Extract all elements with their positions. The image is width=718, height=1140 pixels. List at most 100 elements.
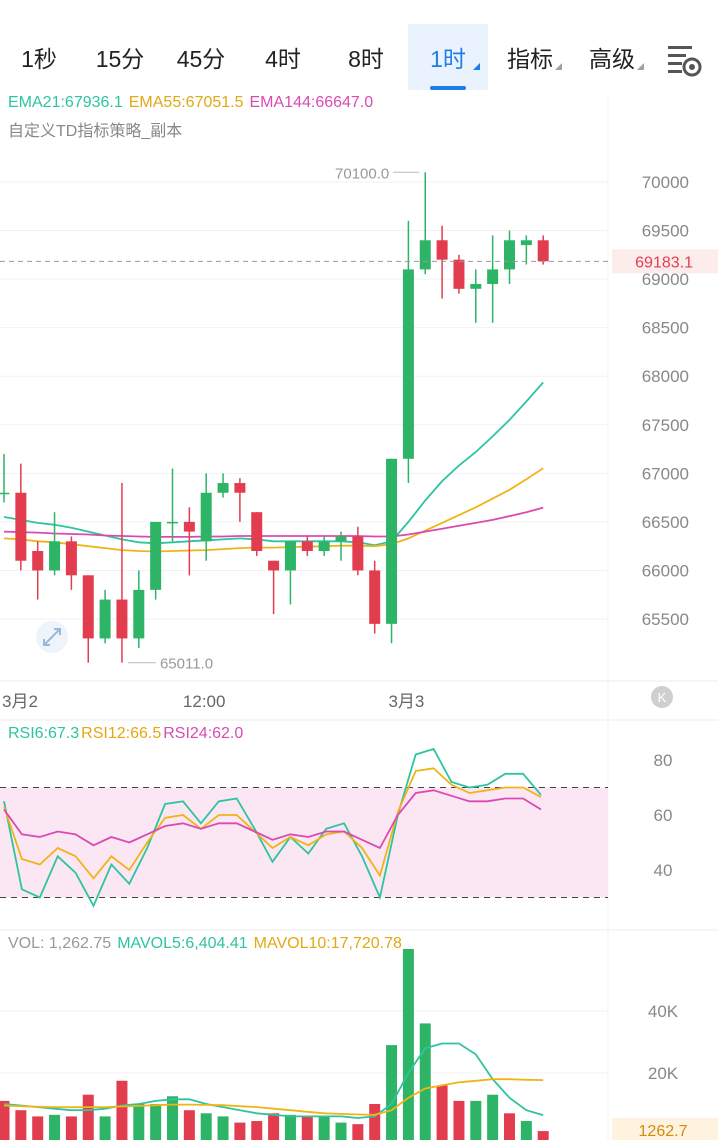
time-axis-label: 3月2 <box>2 692 38 711</box>
candle-body <box>318 541 330 552</box>
tab-2[interactable]: 45分 <box>160 24 242 90</box>
candle <box>402 220 414 484</box>
volume-bar <box>167 1096 178 1140</box>
candle-body <box>352 536 364 571</box>
volume-tick-label: 20K <box>648 1064 679 1083</box>
tab-6[interactable]: 指标 <box>490 24 570 90</box>
candle <box>335 531 347 561</box>
price-tick-label: 66000 <box>642 561 689 580</box>
volume-bar <box>133 1104 145 1140</box>
candle-body <box>470 283 482 289</box>
candle <box>487 235 499 323</box>
candle <box>352 526 364 576</box>
tab-7[interactable]: 高级 <box>572 24 652 90</box>
volume-bar <box>234 1122 246 1140</box>
candle <box>167 468 178 542</box>
candle <box>0 453 10 503</box>
volume-bar <box>284 1114 296 1140</box>
candle-body <box>402 269 414 459</box>
candle-body <box>504 240 515 270</box>
candle <box>504 230 515 284</box>
ema55-legend: EMA55:67051.5 <box>128 94 244 111</box>
volume-bar <box>318 1116 330 1140</box>
ema144-line <box>3 506 544 538</box>
candle-body <box>251 512 263 552</box>
active-tab-indicator <box>430 86 466 90</box>
tab-label: 45分 <box>176 46 226 72</box>
volume-tick-label: 40K <box>648 1002 679 1021</box>
candle-body <box>116 599 128 639</box>
volume-bar <box>0 1100 10 1140</box>
volume-bar <box>453 1100 465 1140</box>
candle <box>436 225 448 299</box>
price-tick-label: 66500 <box>642 513 689 532</box>
tab-3[interactable]: 4时 <box>242 24 324 90</box>
candle-body <box>268 560 280 571</box>
candle <box>284 541 296 605</box>
tab-1[interactable]: 15分 <box>80 24 160 90</box>
candle-body <box>49 541 61 571</box>
mavol10-legend: MAVOL10:17,720.78 <box>253 935 402 952</box>
rsi-tick-label: 60 <box>654 806 673 825</box>
volume-bar <box>402 949 414 1140</box>
rsi24-legend: RSI24:62.0 <box>163 725 244 742</box>
candle-body <box>133 589 145 639</box>
candle-body <box>284 541 296 571</box>
price-tick-label: 69500 <box>642 222 689 241</box>
candle-body <box>99 599 111 639</box>
volume-bar <box>386 1045 398 1140</box>
tab-5[interactable]: 1时 <box>408 24 488 90</box>
candle <box>537 235 549 265</box>
volume-legend: VOL: 1,262.75 MAVOL5:6,404.41 MAVOL10:17,7… <box>8 935 408 953</box>
mavol5-line <box>3 1042 544 1119</box>
volume-bar <box>183 1110 195 1140</box>
candle <box>183 507 195 576</box>
tab-label: 4时 <box>265 46 301 72</box>
tab-label: 8时 <box>348 46 384 72</box>
price-tick-label: 70000 <box>642 173 689 192</box>
candle-body <box>453 259 465 289</box>
candle <box>301 536 313 556</box>
price-tick-label: 65500 <box>642 610 689 629</box>
candle-body <box>335 536 347 542</box>
candle <box>32 541 44 600</box>
mavol10-line <box>3 1078 544 1116</box>
tab-0[interactable]: 1秒 <box>0 24 78 90</box>
candle <box>251 512 263 556</box>
volume-bar <box>335 1122 347 1140</box>
tab-4[interactable]: 8时 <box>324 24 408 90</box>
candle-body <box>436 240 448 260</box>
dropdown-caret-icon <box>473 63 480 70</box>
price-tick-label: 69000 <box>642 270 689 289</box>
rsi6-line <box>3 747 542 908</box>
rsi12-line <box>3 767 542 880</box>
candle <box>470 269 482 323</box>
ema144-legend: EMA144:66647.0 <box>249 94 374 111</box>
candle-body <box>32 551 44 571</box>
volume-bar <box>150 1104 162 1140</box>
candle-body <box>369 570 381 624</box>
interval-tab-bar: 1秒 15分 45分 4时 8时 1时 指标 高级 <box>0 0 718 96</box>
volume-bar <box>217 1116 229 1140</box>
candle <box>49 512 61 576</box>
rsi-tick-label: 40 <box>654 861 673 880</box>
volume-bar <box>99 1116 111 1140</box>
volume-bar <box>200 1113 212 1140</box>
candle <box>419 172 431 275</box>
price-tick-label: 68000 <box>642 367 689 386</box>
dropdown-caret-icon <box>637 63 644 70</box>
volume-bar <box>49 1114 61 1140</box>
low-price-label: 65011.0 <box>160 656 213 673</box>
chart-settings-icon[interactable] <box>664 40 704 80</box>
candle <box>318 536 330 556</box>
expand-icon <box>36 621 68 653</box>
candle-body <box>82 575 94 639</box>
candle-body <box>537 240 549 262</box>
rsi24-line <box>3 789 542 850</box>
candle <box>116 483 128 663</box>
rsi6-legend: RSI6:67.3 <box>8 725 80 742</box>
candle <box>99 589 111 644</box>
candle-body <box>234 483 246 493</box>
time-axis-label: 12:00 <box>183 692 226 711</box>
